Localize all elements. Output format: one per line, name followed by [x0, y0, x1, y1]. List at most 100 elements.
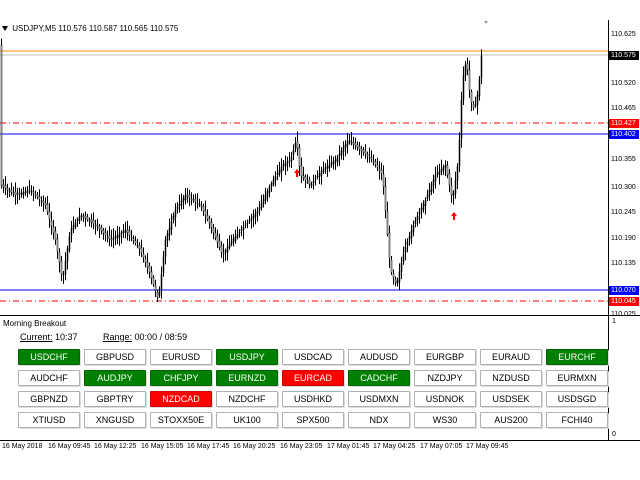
symbol-button-usdcad[interactable]: USDCAD	[282, 349, 344, 365]
symbol-button-usdjpy[interactable]: USDJPY	[216, 349, 278, 365]
symbol-button-nzdchf[interactable]: NZDCHF	[216, 391, 278, 407]
candle-body	[234, 236, 237, 241]
symbol-button-euraud[interactable]: EURAUD	[480, 349, 542, 365]
price-tick-label: 110.300	[611, 184, 636, 191]
price-tick-label: 110.520	[611, 80, 636, 87]
candle-body	[444, 164, 447, 168]
candle-body	[324, 167, 327, 169]
candle-body	[178, 203, 181, 206]
price-tick-label: 110.625	[611, 31, 636, 38]
candle-body	[210, 221, 213, 228]
candle-body	[170, 221, 173, 231]
symbol-button-audchf[interactable]: AUDCHF	[18, 370, 80, 386]
symbol-button-gbpnzd[interactable]: GBPNZD	[18, 391, 80, 407]
symbol-button-ws30[interactable]: WS30	[414, 412, 476, 428]
candle-body	[206, 215, 209, 220]
symbol-button-uk100[interactable]: UK100	[216, 412, 278, 428]
symbol-button-nzdcad[interactable]: NZDCAD	[150, 391, 212, 407]
candle-body	[76, 219, 79, 222]
price-level-tag: 110.575	[609, 51, 639, 60]
candle-body	[414, 219, 417, 225]
chart-header: USDJPY,M5 110.576 110.587 110.565 110.57…	[2, 24, 178, 33]
symbol-button-eurusd[interactable]: EURUSD	[150, 349, 212, 365]
dropdown-triangle-icon[interactable]	[2, 26, 8, 32]
candle-body	[106, 236, 109, 238]
symbol-button-eurnzd[interactable]: EURNZD	[216, 370, 278, 386]
symbol-button-usdnok[interactable]: USDNOK	[414, 391, 476, 407]
symbol-button-audusd[interactable]: AUDUSD	[348, 349, 410, 365]
symbol-button-usdmxn[interactable]: USDMXN	[348, 391, 410, 407]
symbol-button-eurchf[interactable]: EURCHF	[546, 349, 608, 365]
candle-body	[198, 204, 201, 206]
candle-body	[56, 238, 59, 252]
candle-body	[282, 164, 285, 166]
candlestick-chart[interactable]	[0, 20, 608, 316]
symbol-button-nzdjpy[interactable]: NZDJPY	[414, 370, 476, 386]
candle-body	[244, 224, 247, 227]
subwindow-separator[interactable]	[0, 315, 640, 316]
candle-body	[362, 149, 365, 153]
time-tick-label: 16 May 20:25	[233, 443, 276, 450]
symbol-button-audjpy[interactable]: AUDJPY	[84, 370, 146, 386]
symbol-button-spx500[interactable]: SPX500	[282, 412, 344, 428]
candle-body	[406, 241, 409, 246]
candle-body	[306, 181, 309, 183]
candle-body	[60, 260, 63, 275]
buy-arrow-icon	[451, 212, 457, 220]
candle-body	[434, 174, 437, 182]
symbol-button-eurcad[interactable]: EURCAD	[282, 370, 344, 386]
time-tick-label: 17 May 04:25	[373, 443, 416, 450]
price-axis[interactable]	[608, 20, 640, 440]
candle-body	[284, 162, 287, 167]
candle-body	[108, 235, 111, 240]
candle-body	[430, 184, 433, 192]
candle-body	[356, 144, 359, 148]
candle-body	[8, 190, 11, 192]
symbol-button-xngusd[interactable]: XNGUSD	[84, 412, 146, 428]
candle-body	[154, 285, 157, 291]
candle-body	[398, 271, 401, 283]
candle-body	[366, 153, 369, 157]
time-tick-label: 16 May 23:05	[280, 443, 323, 450]
candle-body	[354, 142, 357, 147]
symbol-button-usdhkd[interactable]: USDHKD	[282, 391, 344, 407]
symbol-button-usdsek[interactable]: USDSEK	[480, 391, 542, 407]
candle-body	[472, 104, 475, 108]
main-chart[interactable]	[0, 20, 640, 316]
candle-body	[182, 197, 185, 202]
symbol-button-gbptry[interactable]: GBPTRY	[84, 391, 146, 407]
symbol-button-nzdusd[interactable]: NZDUSD	[480, 370, 542, 386]
candle-body	[340, 150, 343, 156]
symbol-button-gbpusd[interactable]: GBPUSD	[84, 349, 146, 365]
candle-body	[200, 205, 203, 208]
symbol-button-usdsgd[interactable]: USDSGD	[546, 391, 608, 407]
symbol-button-xtiusd[interactable]: XTIUSD	[18, 412, 80, 428]
candle-body	[2, 184, 5, 188]
candle-body	[80, 215, 83, 217]
candle-body	[190, 198, 193, 200]
symbol-button-usdchf[interactable]: USDCHF	[18, 349, 80, 365]
candle-body	[168, 227, 171, 236]
symbol-button-stoxx50e[interactable]: STOXX50E	[150, 412, 212, 428]
symbol-button-fchi40[interactable]: FCHI40	[546, 412, 608, 428]
symbol-button-chfjpy[interactable]: CHFJPY	[150, 370, 212, 386]
time-axis[interactable]	[0, 440, 640, 461]
candle-body	[180, 200, 183, 206]
candle-body	[156, 291, 159, 298]
candle-body	[346, 141, 349, 146]
candle-body	[228, 244, 231, 249]
symbol-button-cadchf[interactable]: CADCHF	[348, 370, 410, 386]
candle-body	[426, 194, 429, 199]
candle-body	[318, 173, 321, 177]
symbol-button-eurgbp[interactable]: EURGBP	[414, 349, 476, 365]
candle-body	[292, 149, 295, 156]
candle-body	[82, 215, 85, 218]
candle-body	[276, 173, 279, 175]
symbol-button-aus200[interactable]: AUS200	[480, 412, 542, 428]
candle-body	[272, 179, 275, 185]
candle-body	[18, 192, 21, 195]
candle-body	[128, 230, 131, 236]
symbol-button-ndx[interactable]: NDX	[348, 412, 410, 428]
candle-body	[286, 161, 289, 164]
symbol-button-eurmxn[interactable]: EURMXN	[546, 370, 608, 386]
